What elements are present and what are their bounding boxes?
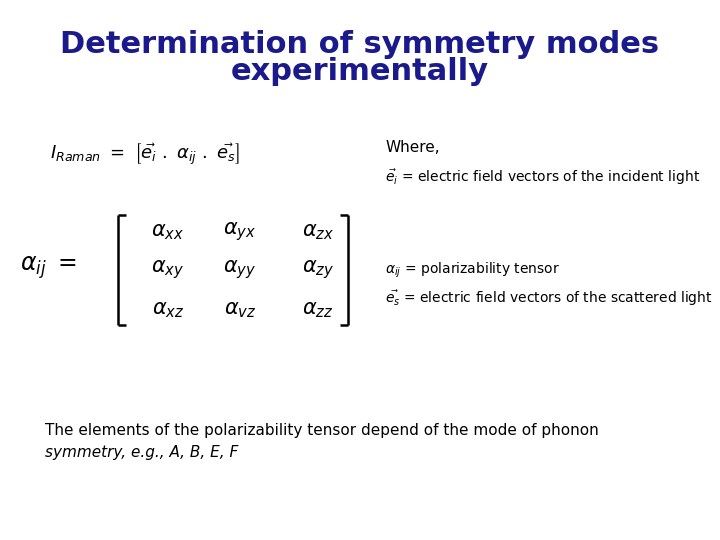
Text: $\alpha_{yy}$: $\alpha_{yy}$	[223, 259, 256, 281]
Text: $\alpha_{yx}$: $\alpha_{yx}$	[223, 221, 256, 244]
Text: experimentally: experimentally	[231, 57, 489, 86]
Text: $\vec{e_s}$ = electric field vectors of the scattered light: $\vec{e_s}$ = electric field vectors of …	[385, 288, 713, 308]
Text: $\alpha_{xy}$: $\alpha_{xy}$	[151, 259, 184, 281]
Text: Determination of symmetry modes: Determination of symmetry modes	[60, 30, 660, 59]
Text: $\alpha_{ij}\ =$: $\alpha_{ij}\ =$	[20, 255, 77, 281]
Text: $\alpha_{xz}$: $\alpha_{xz}$	[152, 300, 184, 320]
Text: $\alpha_{zy}$: $\alpha_{zy}$	[302, 259, 334, 281]
Text: symmetry, e.g., A, B, E, F: symmetry, e.g., A, B, E, F	[45, 444, 238, 460]
Text: $\vec{e_i}$ = electric field vectors of the incident light: $\vec{e_i}$ = electric field vectors of …	[385, 167, 700, 187]
Text: The elements of the polarizability tensor depend of the mode of phonon: The elements of the polarizability tenso…	[45, 422, 599, 437]
Text: $I_{Raman}\ =\ \left[\vec{e_i}\ .\ \alpha_{ij}\ .\ \vec{e_s}\right]$: $I_{Raman}\ =\ \left[\vec{e_i}\ .\ \alph…	[50, 142, 240, 168]
Text: $\alpha_{zx}$: $\alpha_{zx}$	[302, 222, 334, 242]
Text: $\alpha_{vz}$: $\alpha_{vz}$	[224, 300, 256, 320]
Text: $\alpha_{xx}$: $\alpha_{xx}$	[151, 222, 184, 242]
Text: $\alpha_{zz}$: $\alpha_{zz}$	[302, 300, 333, 320]
Text: Where,: Where,	[385, 139, 440, 154]
Text: $\alpha_{ij}$ = polarizability tensor: $\alpha_{ij}$ = polarizability tensor	[385, 260, 560, 280]
